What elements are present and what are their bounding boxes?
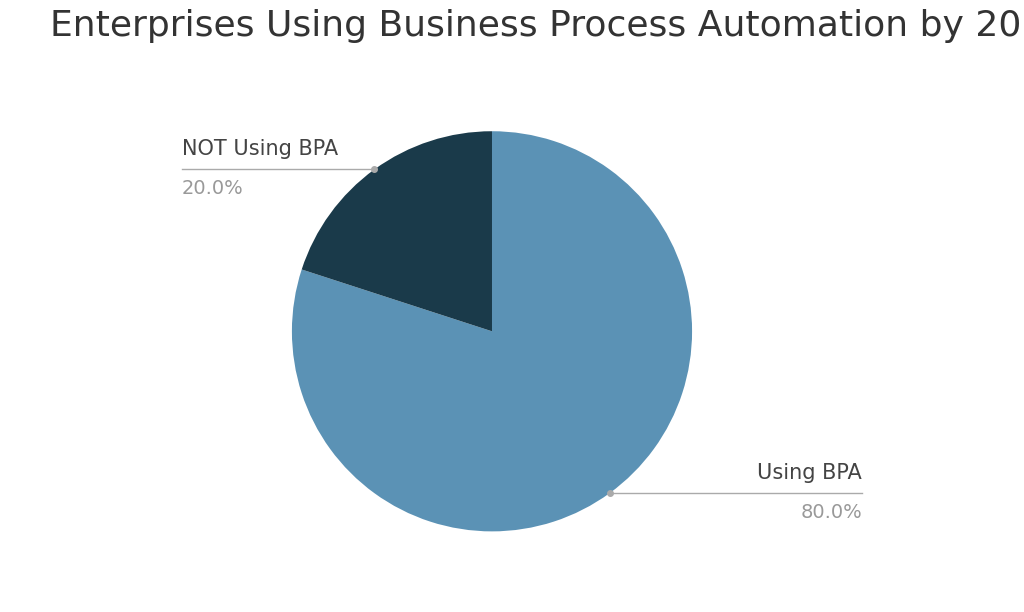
Wedge shape bbox=[302, 131, 492, 331]
Wedge shape bbox=[292, 131, 692, 531]
Text: Enterprises Using Business Process Automation by 2025: Enterprises Using Business Process Autom… bbox=[50, 9, 1024, 43]
Text: NOT Using BPA: NOT Using BPA bbox=[182, 140, 338, 160]
Text: 80.0%: 80.0% bbox=[801, 503, 862, 522]
Text: 20.0%: 20.0% bbox=[182, 179, 244, 198]
Text: Using BPA: Using BPA bbox=[758, 463, 862, 483]
